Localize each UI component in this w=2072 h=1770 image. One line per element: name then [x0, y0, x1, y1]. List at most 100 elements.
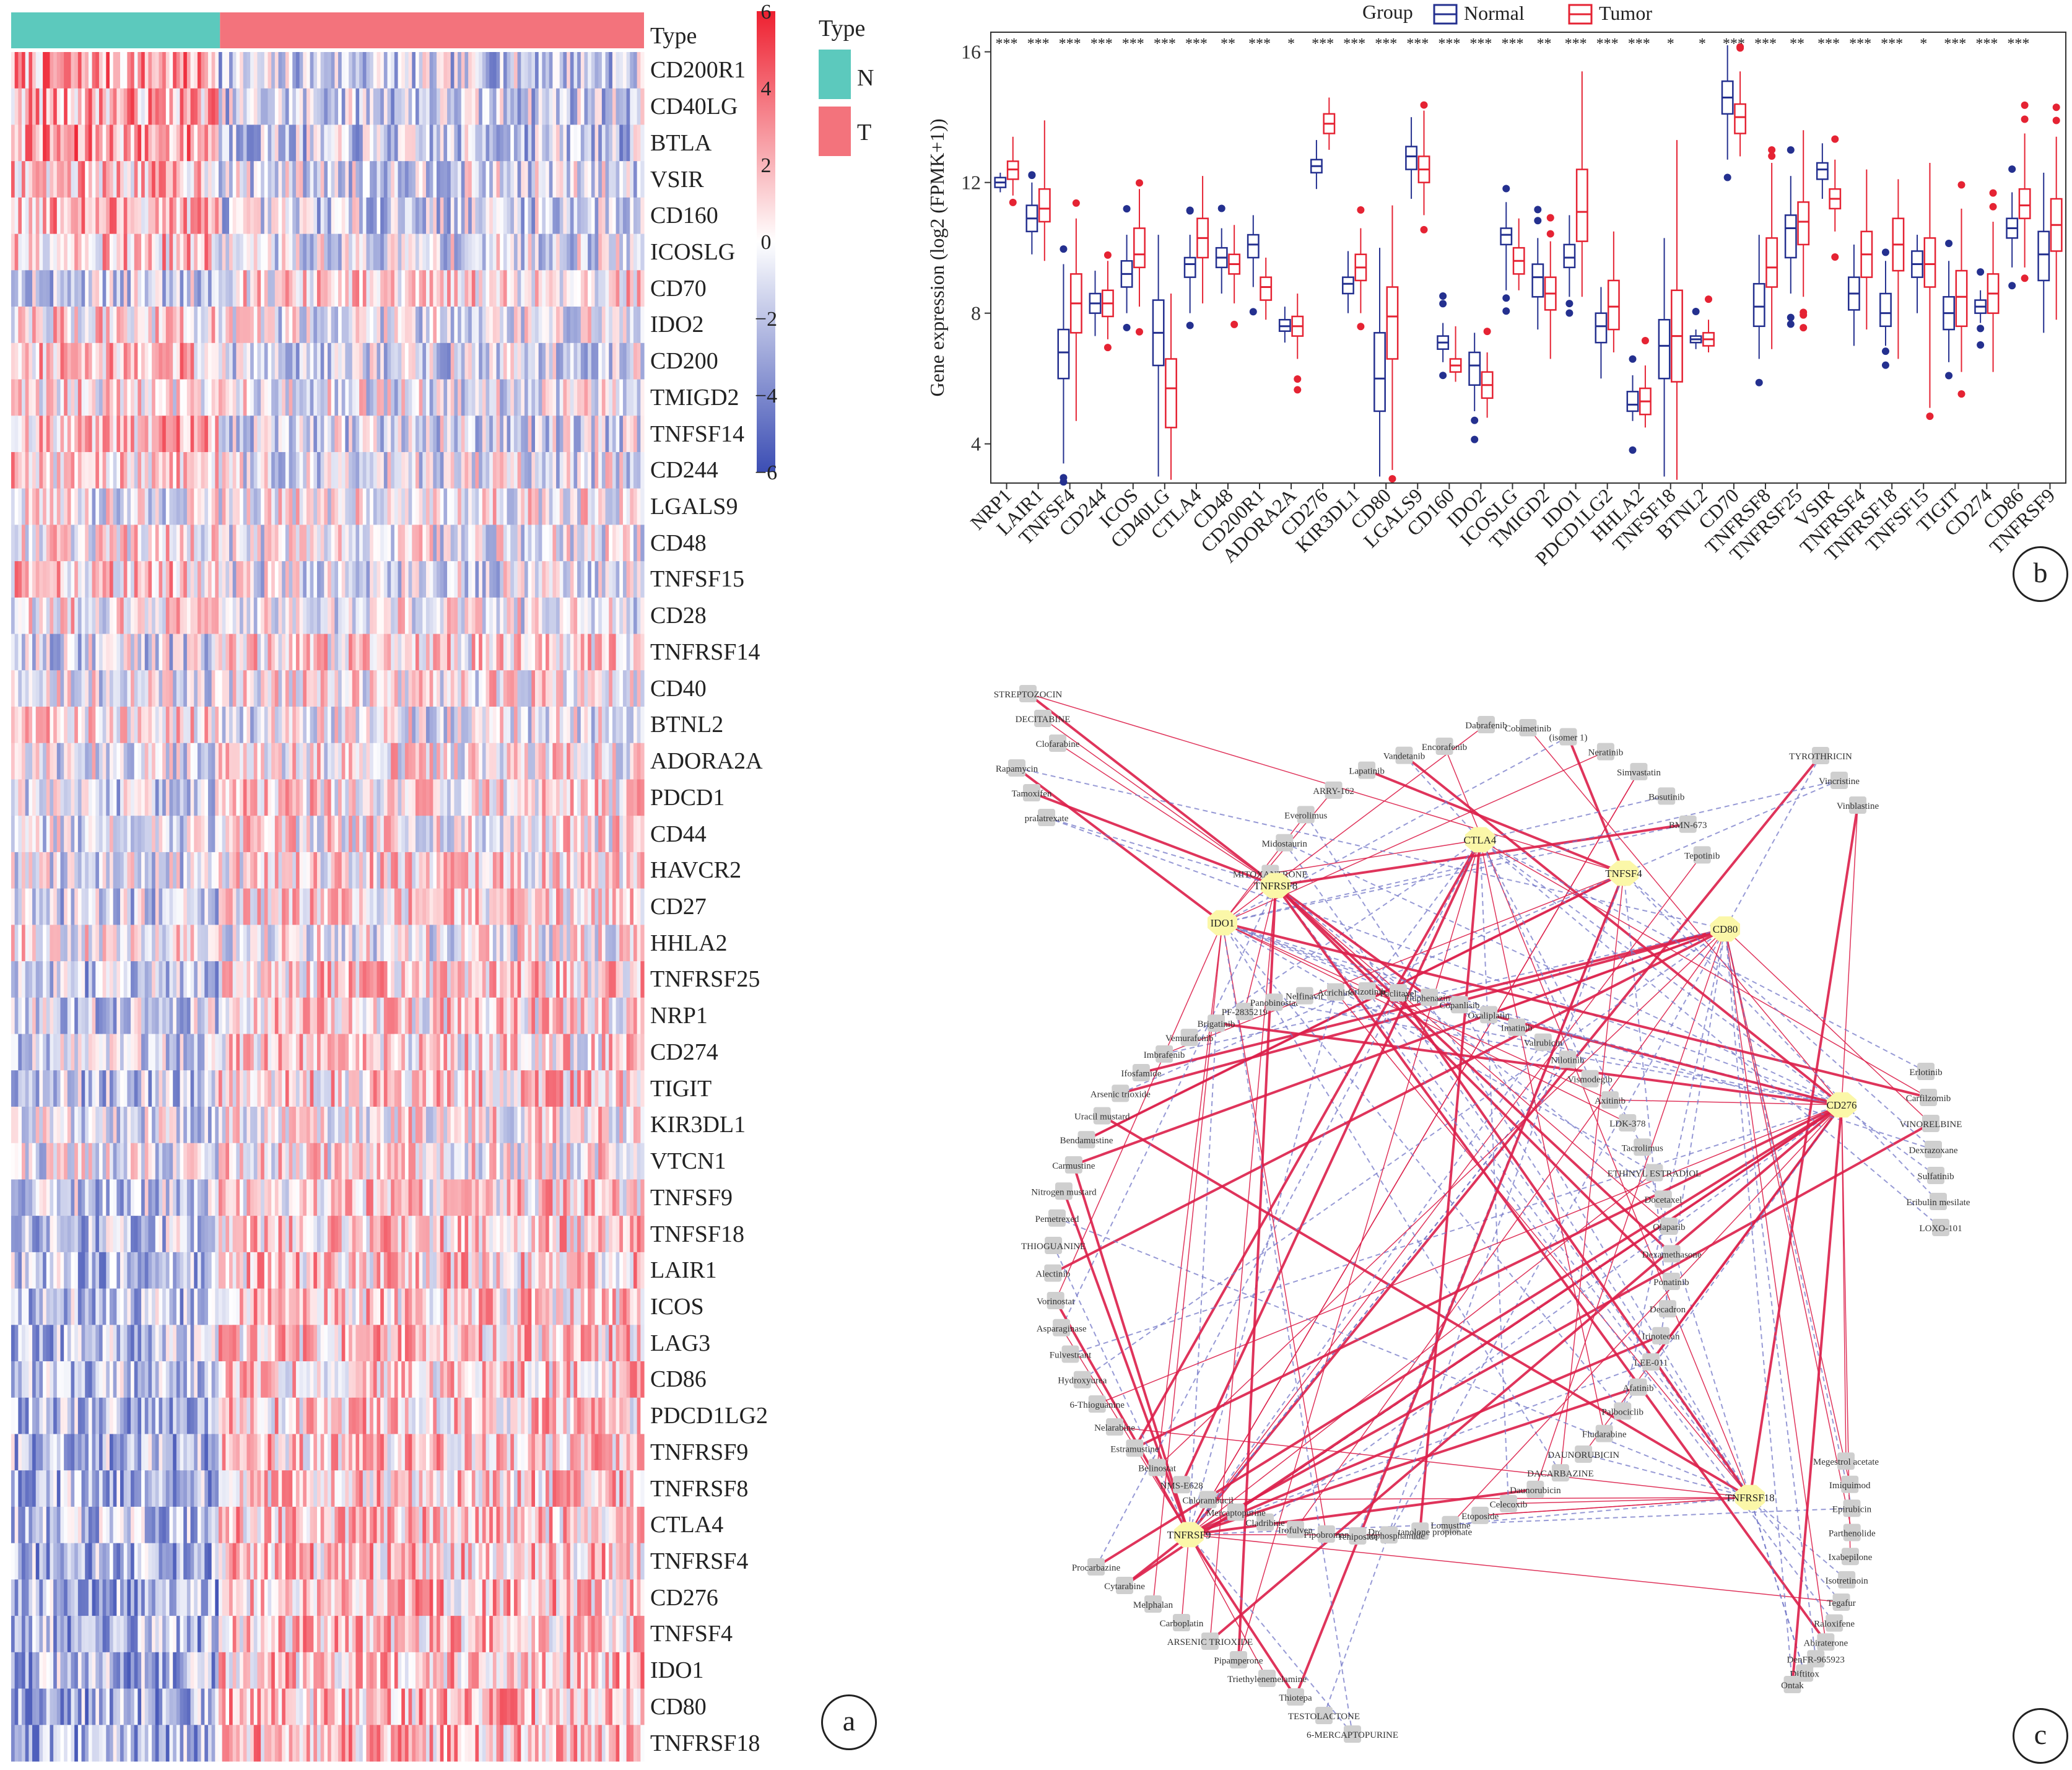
heatmap-cell [88, 197, 93, 235]
heatmap-cell [475, 270, 479, 307]
heatmap-cell [408, 379, 412, 416]
heatmap-cell [131, 342, 135, 380]
heatmap-cell [173, 888, 177, 925]
heatmap-cell [331, 670, 335, 707]
heatmap-cell [380, 634, 385, 671]
heatmap-cell [22, 124, 26, 162]
heatmap-cell [570, 888, 575, 925]
heatmap-cell [450, 197, 455, 235]
heatmap-cell [422, 525, 427, 562]
heatmap-cell [306, 88, 311, 125]
heatmap-cell [201, 961, 205, 998]
heatmap-cell [313, 961, 318, 998]
heatmap-cell [197, 451, 202, 489]
heatmap-cell [310, 816, 314, 853]
heatmap-cell [186, 925, 191, 962]
heatmap-cell [35, 233, 40, 271]
heatmap-cell [524, 233, 529, 271]
heatmap-cell [183, 597, 188, 634]
heatmap-cell [204, 124, 209, 162]
heatmap-cell [500, 561, 504, 598]
heatmap-cell [394, 451, 399, 489]
heatmap-cell [496, 52, 500, 89]
heatmap-cell [577, 743, 581, 780]
heatmap-cell [74, 597, 79, 634]
heatmap-cell [619, 124, 624, 162]
heatmap-cell [310, 670, 314, 707]
heatmap-cell [521, 779, 525, 816]
heatmap-cell [440, 997, 444, 1034]
heatmap-cell [176, 779, 181, 816]
heatmap-cell [106, 307, 110, 344]
heatmap-cell [274, 1034, 279, 1071]
heatmap-cell [282, 816, 286, 853]
heatmap-cell [211, 961, 215, 998]
heatmap-cell [394, 707, 399, 744]
heatmap-cell [268, 307, 272, 344]
heatmap-cell [120, 270, 124, 307]
heatmap-cell [120, 451, 124, 489]
heatmap-cell [355, 416, 360, 453]
heatmap-cell [563, 525, 567, 562]
heatmap-cell [549, 525, 553, 562]
heatmap-cell [77, 416, 82, 453]
heatmap-cell [268, 379, 272, 416]
heatmap-cell [626, 307, 630, 344]
heatmap-cell [98, 634, 103, 671]
heatmap-cell [215, 233, 219, 271]
heatmap-cell [380, 670, 385, 707]
heatmap-cell [316, 451, 321, 489]
heatmap-cell [299, 124, 303, 162]
heatmap-cell [232, 816, 237, 853]
heatmap-cell [274, 124, 279, 162]
heatmap-cell [383, 707, 388, 744]
heatmap-cell [616, 307, 620, 344]
heatmap-cell [211, 197, 215, 235]
heatmap-cell [183, 816, 188, 853]
heatmap-cell [85, 670, 89, 707]
heatmap-cell [391, 307, 395, 344]
heatmap-cell [204, 961, 209, 998]
heatmap-cell [278, 852, 282, 889]
heatmap-cell [106, 270, 110, 307]
heatmap-cell [479, 997, 483, 1034]
heatmap-cell [229, 488, 233, 525]
heatmap-cell [236, 488, 240, 525]
heatmap-cell [85, 124, 89, 162]
heatmap-cell [229, 561, 233, 598]
heatmap-cell [22, 307, 26, 344]
heatmap-cell [601, 379, 606, 416]
heatmap-cell [141, 124, 146, 162]
heatmap-cell [387, 124, 391, 162]
heatmap-cell [159, 270, 163, 307]
heatmap-cell [18, 743, 22, 780]
heatmap-cell [39, 525, 43, 562]
heatmap-cell [81, 307, 85, 344]
heatmap-cell [250, 124, 255, 162]
heatmap-cell [573, 961, 578, 998]
heatmap-cell [559, 779, 564, 816]
heatmap-cell [180, 852, 184, 889]
heatmap-cell [404, 634, 409, 671]
heatmap-cell [601, 197, 606, 235]
heatmap-cell [345, 597, 349, 634]
heatmap-cell [391, 670, 395, 707]
heatmap-cell [246, 161, 251, 198]
heatmap-cell [404, 161, 409, 198]
heatmap-cell [549, 670, 553, 707]
heatmap-cell [485, 597, 490, 634]
heatmap-cell [264, 925, 269, 962]
heatmap-cell [404, 852, 409, 889]
heatmap-cell [85, 379, 89, 416]
heatmap-cell [207, 961, 212, 998]
heatmap-cell [440, 525, 444, 562]
heatmap-cell [268, 597, 272, 634]
heatmap-cell [292, 197, 297, 235]
heatmap-cell [549, 997, 553, 1034]
heatmap-cell [64, 342, 68, 380]
heatmap-cell [295, 670, 300, 707]
heatmap-cell [362, 124, 367, 162]
heatmap-cell [408, 925, 412, 962]
heatmap-cell [500, 124, 504, 162]
heatmap-cell [503, 888, 508, 925]
